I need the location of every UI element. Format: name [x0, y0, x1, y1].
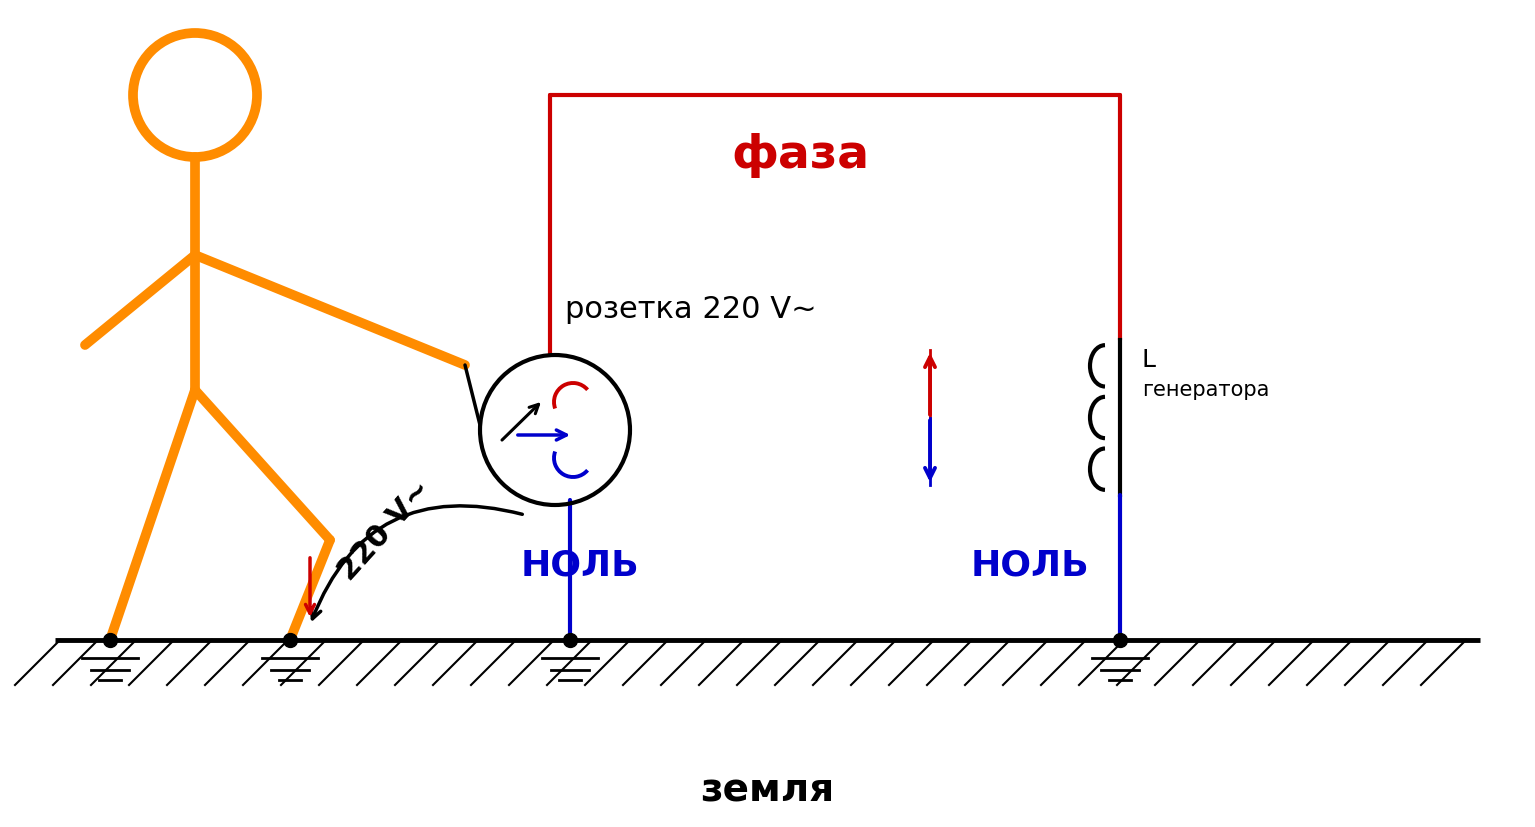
Text: НОЛЬ: НОЛЬ: [970, 548, 1090, 582]
Text: розетка 220 V~: розетка 220 V~: [565, 295, 817, 324]
Text: НОЛЬ: НОЛЬ: [520, 548, 639, 582]
Text: земля: земля: [700, 771, 834, 809]
Text: генератора: генератора: [1142, 380, 1269, 400]
Text: фаза: фаза: [731, 132, 869, 178]
Text: 220 V~: 220 V~: [333, 475, 437, 586]
Text: L: L: [1142, 348, 1156, 372]
